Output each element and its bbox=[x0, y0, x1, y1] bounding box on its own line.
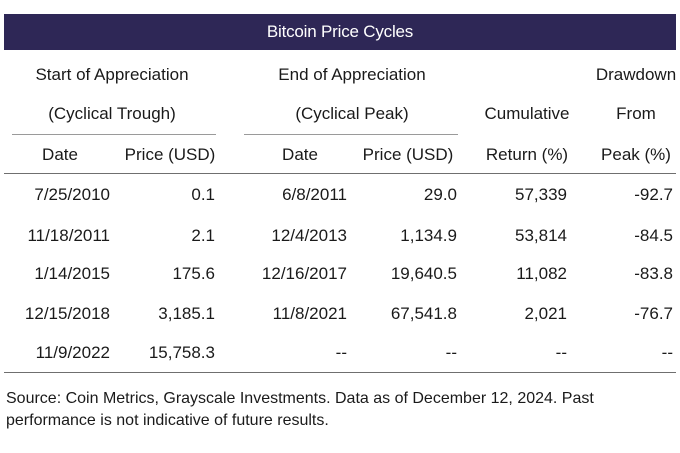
table-cell: 0.1 bbox=[191, 185, 215, 204]
table-cell: -- bbox=[555, 343, 567, 362]
table-cell: 2.1 bbox=[191, 226, 215, 245]
table-cell: 19,640.5 bbox=[390, 264, 457, 283]
table-cell: 3,185.1 bbox=[158, 304, 215, 323]
table-cell: 2,021 bbox=[524, 304, 567, 323]
table-cell: -- bbox=[661, 343, 673, 362]
start-price-header: Price (USD) bbox=[124, 145, 216, 164]
table-cell: 175.6 bbox=[172, 264, 215, 283]
table-cell: 12/16/2017 bbox=[261, 264, 347, 283]
table-cell: -84.5 bbox=[634, 226, 673, 245]
table-cell: 29.0 bbox=[423, 185, 457, 204]
table-title: Bitcoin Price Cycles bbox=[4, 14, 676, 50]
end-group-header-line1: End of Appreciation bbox=[278, 65, 426, 84]
table-cell: -76.7 bbox=[634, 304, 673, 323]
table-cell: -83.8 bbox=[634, 264, 673, 283]
footer-rule bbox=[4, 372, 676, 373]
table-cell: 12/4/2013 bbox=[271, 226, 347, 245]
table-cell: 11/8/2021 bbox=[272, 304, 347, 323]
table-cell: -92.7 bbox=[634, 185, 673, 204]
cumulative-header-line1: Cumulative bbox=[484, 104, 570, 123]
table-cell: 11/18/2011 bbox=[27, 226, 110, 245]
end-group-rule bbox=[244, 134, 458, 135]
start-group-rule bbox=[12, 134, 216, 135]
drawdown-header-line3: Peak (%) bbox=[601, 145, 671, 164]
start-group-header-line1: Start of Appreciation bbox=[35, 65, 189, 84]
source-note: Source: Coin Metrics, Grayscale Investme… bbox=[6, 390, 594, 429]
start-group-header-line2: (Cyclical Trough) bbox=[48, 104, 176, 123]
header-rule bbox=[4, 173, 676, 174]
table-cell: -- bbox=[335, 343, 347, 362]
table-cell: 1,134.9 bbox=[400, 226, 457, 245]
end-date-header: Date bbox=[282, 145, 318, 164]
cumulative-header-line2: Return (%) bbox=[485, 145, 569, 164]
table-cell: 1/14/2015 bbox=[34, 264, 110, 283]
drawdown-header-line1: Drawdown bbox=[595, 65, 677, 84]
table-cell: -- bbox=[445, 343, 457, 362]
end-price-header: Price (USD) bbox=[362, 145, 454, 164]
table-cell: 67,541.8 bbox=[390, 304, 457, 323]
table-cell: 11/9/2022 bbox=[35, 343, 110, 362]
table-cell: 11,082 bbox=[516, 264, 567, 283]
start-date-header: Date bbox=[42, 145, 78, 164]
table-cell: 6/8/2011 bbox=[282, 185, 347, 204]
table-cell: 15,758.3 bbox=[148, 343, 215, 362]
table-cell: 53,814 bbox=[515, 226, 567, 245]
table-cell: 7/25/2010 bbox=[34, 185, 110, 204]
table-cell: 12/15/2018 bbox=[24, 304, 110, 323]
table-cell: 57,339 bbox=[515, 185, 567, 204]
drawdown-header-line2: From bbox=[616, 104, 656, 123]
end-group-header-line2: (Cyclical Peak) bbox=[295, 104, 409, 123]
